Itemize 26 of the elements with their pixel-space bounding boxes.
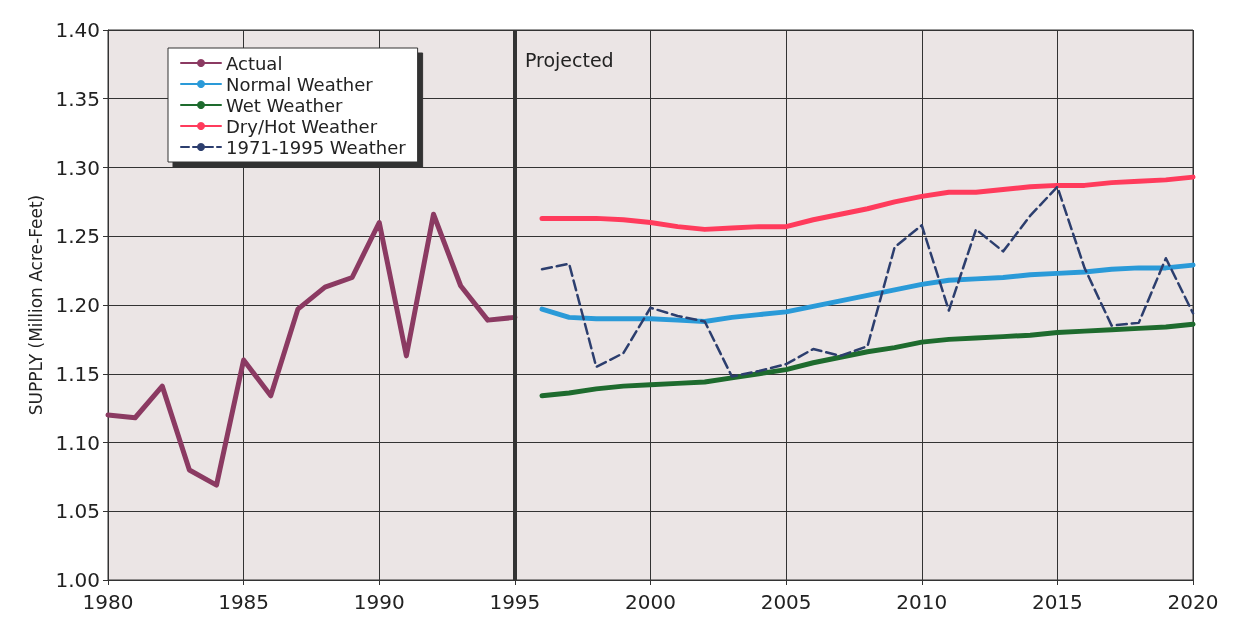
- y-tick-label: 1.30: [55, 155, 100, 180]
- x-tick-label: 1995: [489, 590, 541, 614]
- x-tick-label: 2015: [1031, 590, 1083, 614]
- x-tick-label: 2020: [1167, 590, 1219, 614]
- x-tick-label: 2005: [760, 590, 812, 614]
- y-tick-label: 1.05: [55, 499, 100, 524]
- y-tick-label: 1.15: [55, 361, 100, 386]
- y-tick-label: 1.25: [55, 224, 100, 249]
- x-tick-label: 1990: [353, 590, 405, 614]
- legend-label: Normal Weather: [226, 73, 374, 95]
- legend-label: Wet Weather: [226, 94, 343, 116]
- x-tick-label: 1985: [218, 590, 270, 614]
- x-tick-label: 2000: [625, 590, 676, 614]
- y-tick-label: 1.10: [55, 430, 100, 455]
- ref-line-label: Projected: [524, 48, 614, 71]
- legend-label: 1971-1995 Weather: [226, 136, 407, 158]
- legend-label: Dry/Hot Weather: [226, 115, 378, 137]
- legend-label: Actual: [226, 52, 283, 74]
- x-tick-label: 2010: [896, 590, 948, 614]
- y-tick-label: 1.00: [55, 568, 100, 592]
- y-tick-label: 1.20: [55, 293, 100, 317]
- line-series: [540, 185, 1195, 378]
- y-axis-title: SUPPLY (Million Acre-Feet): [26, 194, 47, 416]
- y-tick-label: 1.40: [55, 18, 100, 42]
- y-tick-label: 1.35: [55, 86, 100, 111]
- x-tick-label: 1980: [82, 590, 134, 614]
